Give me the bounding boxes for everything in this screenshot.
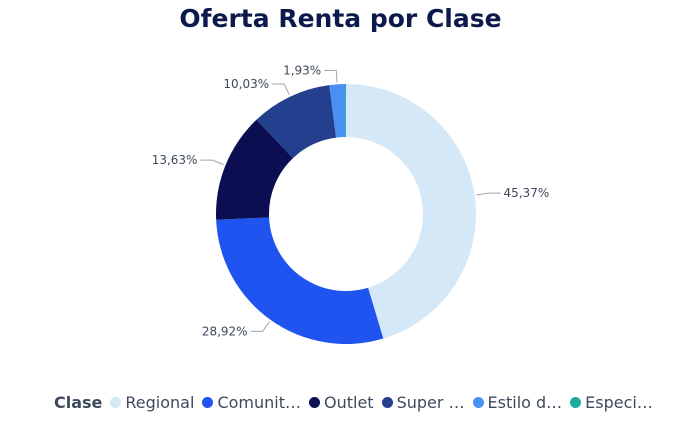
legend-label-comunitario: Comunit… — [217, 393, 301, 412]
leader-line-regional — [476, 192, 501, 196]
legend-swatch-estilo-de-vida — [472, 397, 484, 408]
data-labels: 45,37% 28,92% 13,63% 10,03% 1,93% — [152, 63, 550, 338]
leader-line-super-regional — [272, 83, 290, 96]
slice-super-regional[interactable] — [256, 85, 337, 159]
label-leader-lines — [200, 69, 501, 332]
legend-item-regional[interactable]: Regional — [110, 393, 194, 412]
leader-line-comunitario — [250, 321, 270, 332]
chart-title: Oferta Renta por Clase — [179, 4, 502, 33]
legend-item-outlet[interactable]: Outlet — [308, 393, 374, 412]
legend: Clase Regional Comunit… Outlet Super … Estil… — [54, 393, 661, 412]
slice-regional[interactable] — [346, 84, 476, 339]
legend-item-especializado[interactable]: Especi… — [570, 393, 653, 412]
data-label-super-regional: 10,03% — [223, 77, 269, 91]
donut-chart: 45,37% 28,92% 13,63% 10,03% 1,93% — [152, 63, 550, 344]
data-label-regional: 45,37% — [503, 186, 549, 200]
leader-line-outlet — [200, 159, 224, 166]
legend-item-estilo-de-vida[interactable]: Estilo d… — [472, 393, 563, 412]
legend-label-super-regional: Super … — [396, 393, 465, 412]
slice-especializado[interactable] — [345, 84, 346, 138]
slice-comunitario[interactable] — [216, 217, 384, 344]
legend-title: Clase — [54, 393, 103, 412]
data-label-estilo-de-vida: 1,93% — [283, 63, 321, 77]
legend-items: Regional Comunit… Outlet Super … Estilo d… Es… — [110, 393, 660, 412]
slice-outlet[interactable] — [215, 119, 294, 220]
legend-swatch-super-regional — [381, 397, 393, 408]
legend-label-estilo-de-vida: Estilo d… — [487, 393, 563, 412]
legend-swatch-especializado — [570, 397, 582, 408]
legend-swatch-comunitario — [202, 397, 214, 408]
legend-swatch-outlet — [308, 397, 320, 408]
leader-line-estilo-de-vida — [324, 69, 338, 83]
slice-estilo-de-vida[interactable] — [329, 84, 346, 138]
legend-item-super-regional[interactable]: Super … — [381, 393, 465, 412]
donut-slices — [215, 84, 476, 344]
legend-item-comunitario[interactable]: Comunit… — [202, 393, 301, 412]
data-label-outlet: 13,63% — [152, 153, 198, 167]
legend-label-outlet: Outlet — [323, 393, 374, 412]
legend-label-especializado: Especi… — [585, 393, 653, 412]
data-label-comunitario: 28,92% — [202, 324, 248, 338]
legend-label-regional: Regional — [125, 393, 195, 412]
legend-swatch-regional — [110, 397, 122, 408]
